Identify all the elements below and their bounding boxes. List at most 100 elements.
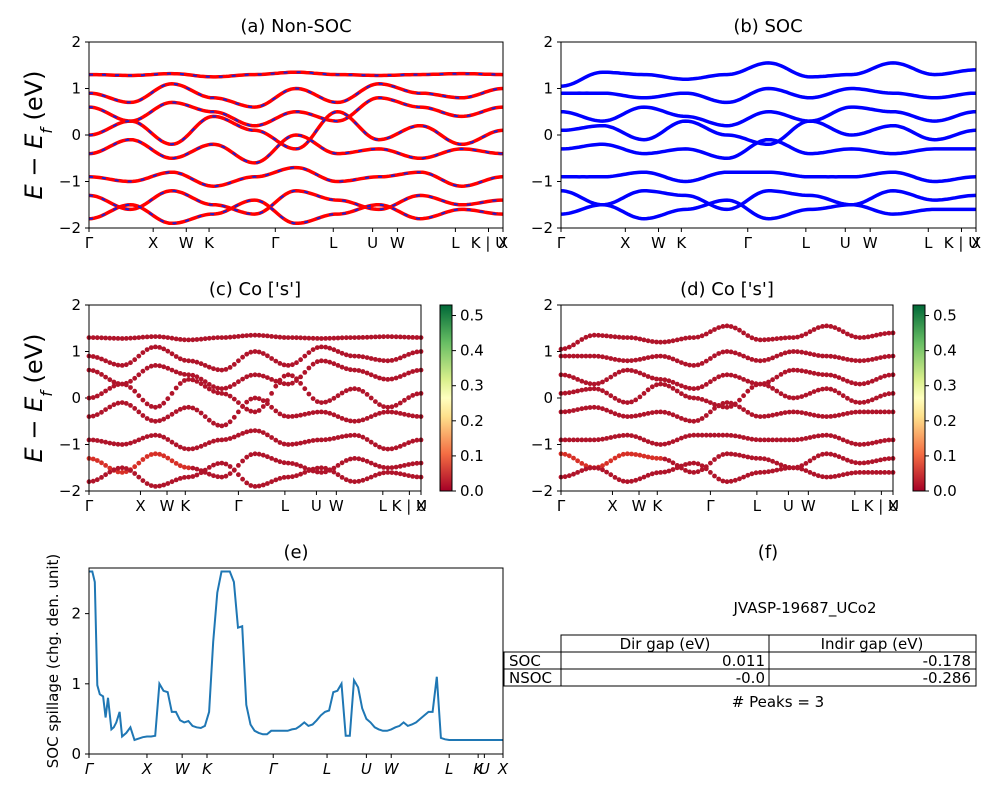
panel-d-title: (d) Co ['s']	[680, 279, 774, 300]
band-point	[824, 372, 829, 378]
band-point	[770, 377, 775, 383]
band-point	[691, 432, 697, 438]
band-point	[269, 479, 274, 485]
band-point	[393, 470, 399, 476]
band-point	[327, 467, 333, 473]
band-point	[811, 471, 817, 477]
band-point	[99, 409, 104, 415]
panel-d-frame	[560, 304, 894, 492]
band-point	[356, 387, 362, 392]
band-point	[571, 408, 576, 413]
band-point	[571, 437, 576, 443]
band-point	[795, 409, 800, 415]
band-point	[219, 386, 225, 392]
band-point	[352, 418, 357, 424]
band-point	[335, 349, 341, 354]
band-point	[389, 470, 395, 475]
band-point	[670, 338, 676, 344]
band-point	[206, 364, 212, 370]
band-point	[177, 381, 183, 386]
band-point	[757, 337, 763, 343]
band-line	[561, 86, 976, 105]
band-point	[679, 463, 684, 469]
band-point	[298, 374, 303, 380]
band-point	[240, 431, 246, 436]
band-point	[583, 437, 589, 443]
band-point	[240, 376, 246, 382]
band-point	[397, 411, 403, 416]
band-point	[799, 463, 805, 469]
band-point	[331, 347, 337, 353]
band-point	[256, 332, 262, 338]
band-point	[335, 393, 341, 399]
band-point	[749, 335, 755, 341]
band-point	[786, 335, 792, 340]
panel-b-xtick-label: Γ	[557, 234, 566, 252]
band-point	[791, 465, 796, 471]
panel-e-xtick-label: U	[361, 760, 372, 778]
panel-d-ytick-label: 1	[543, 343, 553, 361]
band-line	[88, 133, 503, 165]
band-point	[144, 334, 150, 340]
panel-d-xtick-label: K | U	[864, 497, 899, 515]
band-point	[737, 404, 742, 410]
band-point	[223, 461, 229, 467]
band-point	[219, 460, 225, 466]
band-point	[406, 412, 411, 418]
band-point	[645, 387, 651, 393]
band-point	[339, 460, 345, 466]
band-point	[591, 437, 597, 443]
band-point	[737, 434, 742, 439]
band-point	[836, 355, 842, 360]
band-point	[364, 392, 370, 397]
band-point	[115, 465, 121, 471]
band-point	[745, 388, 751, 394]
band-point	[302, 335, 308, 341]
band-point	[140, 350, 146, 355]
band-point	[103, 439, 108, 445]
band-point	[219, 423, 225, 429]
panel-e-ytick-label: 1	[71, 675, 81, 693]
band-point	[658, 381, 663, 387]
band-point	[277, 440, 283, 445]
band-point	[368, 439, 374, 445]
band-point	[244, 429, 250, 435]
band-point	[385, 334, 391, 339]
band-point	[252, 349, 258, 354]
band-point	[649, 384, 655, 390]
colorbar-tick-label: 0.4	[933, 342, 957, 360]
band-point	[227, 419, 233, 425]
band-point	[140, 413, 146, 418]
band-point	[649, 354, 655, 360]
band-point	[596, 386, 601, 392]
band-point	[629, 335, 634, 341]
band-point	[285, 442, 291, 447]
band-point	[820, 414, 825, 419]
band-point	[165, 365, 171, 371]
band-point	[762, 456, 767, 462]
band-point	[695, 396, 701, 401]
band-point	[815, 453, 821, 459]
band-point	[566, 437, 572, 443]
band-point	[273, 477, 279, 483]
band-point	[600, 436, 605, 442]
panel-b-ytick-label: −1	[531, 173, 553, 191]
band-point	[832, 354, 838, 360]
band-point	[596, 332, 601, 338]
band-point	[169, 367, 175, 373]
band-point	[811, 455, 817, 461]
band-point	[269, 356, 274, 361]
band-point	[107, 469, 113, 475]
band-point	[857, 460, 863, 466]
band-point	[807, 329, 813, 335]
band-point	[757, 470, 763, 475]
band-point	[260, 373, 266, 379]
band-point	[198, 443, 204, 449]
band-point	[294, 335, 299, 341]
band-point	[795, 334, 800, 340]
band-point	[107, 404, 113, 410]
band-point	[766, 379, 771, 385]
band-point	[724, 349, 730, 354]
band-point	[720, 324, 726, 329]
band-point	[604, 355, 609, 360]
